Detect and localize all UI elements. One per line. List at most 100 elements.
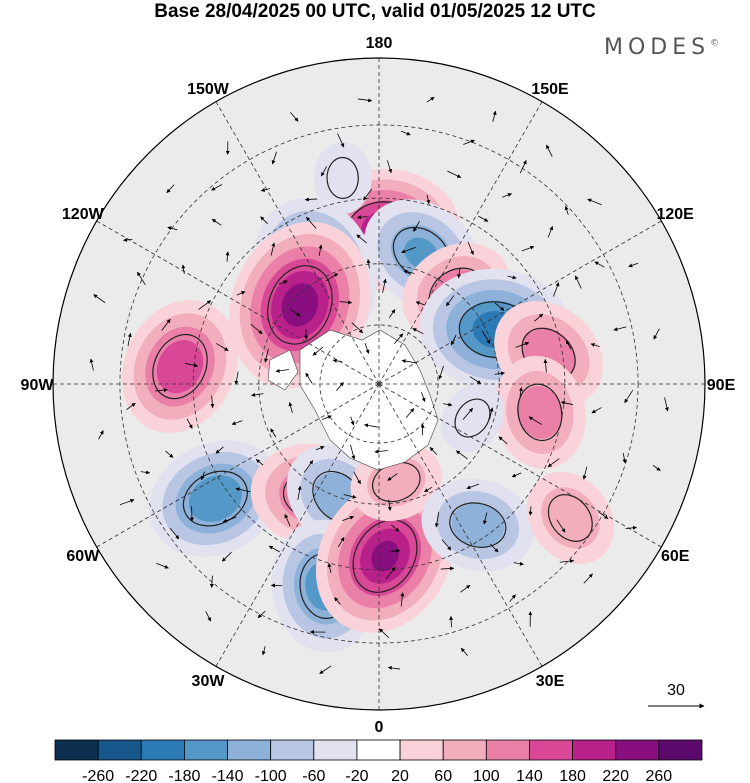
colorbar-tick-label: -60 [302,768,325,783]
wind-arrow [518,387,523,397]
wind-arrow [403,269,415,274]
wind-arrow [327,562,332,574]
colorbar-tick-label: 100 [473,768,500,783]
wind-arrow [275,368,289,373]
wind-arrow [297,485,302,500]
colorbar-swatch [313,739,358,761]
wind-arrow [421,392,426,403]
wind-arrow [271,151,277,165]
wind-arrow [385,566,396,580]
wind-arrow [382,278,387,293]
wind-arrow [429,447,438,455]
wind-arrow [412,328,424,335]
geopotential-contour [152,334,208,400]
wind-arrow [547,458,560,468]
wind-arrow [93,294,106,303]
wind-arrow [624,389,634,404]
wind-arrow [466,483,480,490]
wind-arrow [336,382,344,392]
wind-arrow [400,592,405,607]
wind-arrow [415,301,425,306]
wind-arrow [594,261,605,268]
wind-arrow [591,407,602,414]
anomaly-contour [541,487,600,549]
wind-arrow [366,259,371,269]
wind-arrow [502,193,512,198]
wind-arrow [494,302,505,311]
longitude-labels: 180 150E 120E 90E 60E 30E 0 30W 60W 90W 120W 150W [21,35,736,736]
wind-arrow [337,133,345,148]
colorbar-tick-label: -220 [125,768,157,783]
meridian [96,220,380,385]
wind-arrow [166,184,175,194]
meridian [378,383,662,548]
wind-arrow [405,408,415,418]
wind-arrow [460,584,471,593]
wind-arrow [489,407,494,420]
wind-arrow [236,291,246,296]
wind-arrow [184,362,199,368]
colorbar-swatch [658,739,703,761]
wind-arrow [449,615,454,628]
colorbar-tick-label: 20 [391,768,409,783]
wind-arrow [401,359,417,364]
wind-arrow [391,524,400,532]
map-title: Base 28/04/2025 00 UTC, valid 01/05/2025… [154,1,596,22]
wind-arrow [270,428,277,438]
wind-arrow [270,242,276,256]
wind-arrow [587,198,602,206]
anomaly-contour [518,385,562,439]
anomaly-contour [451,503,505,547]
wind-arrow [521,245,535,252]
colorbar-tick-label: -100 [255,768,287,783]
wind-arrow [319,665,332,674]
wind-arrow [386,160,393,174]
wind-arrow [260,216,268,225]
anomaly-center [313,141,372,215]
meridian [378,383,543,667]
colorbar-swatch [183,739,228,761]
colorbar-swatch [270,739,315,761]
wind-arrow [221,551,232,562]
wind-arrow [457,268,462,279]
geopotential-contour [517,383,563,442]
wind-arrow [342,515,355,522]
wind-arrow [462,407,473,420]
wind-arrow [498,436,508,445]
wind-arrow [565,340,572,350]
geopotential-contour [352,519,418,593]
wind-arrow [235,487,251,493]
wind-arrow [559,559,575,564]
wind-arrow [356,234,367,244]
colorbar-tick-label: 60 [434,768,452,783]
wind-arrow [547,225,554,238]
longitude-label: 0 [375,719,384,736]
wind-arrow [481,330,491,345]
wind-arrow [363,188,373,201]
wind-arrow [434,512,440,528]
wind-arrow [250,323,263,335]
wind-arrow [288,402,293,414]
wind-arrow [156,562,169,569]
colorbar-swatch [485,739,530,761]
wind-arrow [211,184,223,191]
wind-arrow [306,216,317,229]
wind-arrow [234,371,239,385]
wind-arrow [494,371,505,376]
wind-arrow [546,144,553,157]
longitude-label: 60W [66,548,100,565]
brand-mark: © [710,38,720,49]
wind-arrow [492,110,497,122]
wind-arrow [513,561,524,566]
brand-logo: MODES© [604,35,719,60]
wind-arrow [482,512,488,525]
wind-arrow [343,494,357,499]
longitude-label: 150W [187,81,230,98]
wind-arrow [304,197,318,202]
wind-arrow [534,313,544,322]
colorbar-swatch [97,739,142,761]
wind-arrow [123,238,133,242]
meridian [378,220,662,385]
colorbar-swatch [54,739,99,761]
